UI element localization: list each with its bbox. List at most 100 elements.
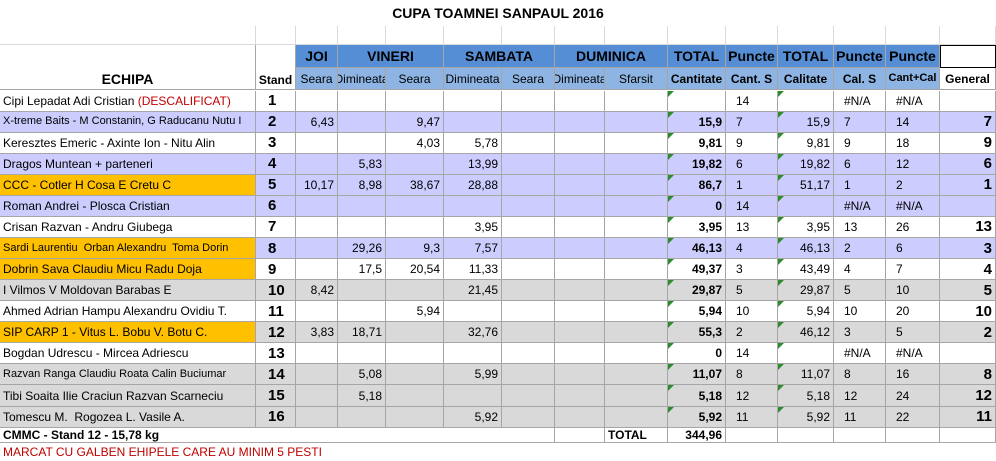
team-name: Bogdan Udrescu - Mircea Adriescu <box>3 346 189 361</box>
team-cell: Tomescu M. Rogozea L. Vasile A. <box>0 406 256 428</box>
value-cell <box>502 385 555 407</box>
value-cell: 46,13 <box>778 237 834 260</box>
value-cell <box>555 153 605 175</box>
value-cell: 1 <box>834 174 886 196</box>
value-cell: 5,92 <box>778 406 834 428</box>
value-cell: 11,33 <box>444 259 502 281</box>
value-cell: 3 <box>940 237 996 260</box>
value-cell <box>296 195 338 217</box>
value-cell: 6 <box>940 153 996 175</box>
team-name: X-treme Baits - M Constanin, G Raducanu … <box>3 115 242 128</box>
value-cell <box>444 195 502 217</box>
value-cell: 21,45 <box>444 280 502 302</box>
empty-cell <box>834 427 886 443</box>
header-column: Cant+Cal <box>886 68 940 90</box>
value-cell: 6,43 <box>296 111 338 133</box>
value-cell: #N/A <box>834 195 886 217</box>
value-cell <box>605 385 668 407</box>
value-cell: 12 <box>834 385 886 407</box>
value-cell <box>555 237 605 260</box>
value-cell: 17,5 <box>338 259 386 281</box>
value-cell: 11 <box>834 406 886 428</box>
value-cell: 20,54 <box>386 259 444 281</box>
value-cell <box>386 195 444 217</box>
value-cell <box>502 406 555 428</box>
value-cell <box>296 406 338 428</box>
header-column: Cantitate <box>668 68 726 90</box>
team-name: Keresztes Emeric - Axinte Ion - Nitu Ali… <box>3 135 216 150</box>
value-cell: 16 <box>886 364 940 386</box>
value-cell: 2 <box>726 322 778 344</box>
stand-cell: 4 <box>256 153 296 175</box>
value-cell <box>502 280 555 302</box>
stand-cell: 5 <box>256 174 296 196</box>
value-cell <box>502 216 555 238</box>
value-cell <box>555 385 605 407</box>
value-cell: 11,07 <box>778 364 834 386</box>
value-cell: 7,57 <box>444 237 502 260</box>
team-cell: Bogdan Udrescu - Mircea Adriescu <box>0 343 256 365</box>
highlight-note: MARCAT CU GALBEN EHIPELE CARE AU MINIM 5… <box>3 444 322 459</box>
value-cell <box>386 406 444 428</box>
value-cell <box>338 280 386 302</box>
empty-cell <box>296 26 338 45</box>
value-cell <box>605 364 668 386</box>
stand-cell: 9 <box>256 259 296 281</box>
value-cell: 10,17 <box>296 174 338 196</box>
value-cell: 19,82 <box>778 153 834 175</box>
value-cell <box>296 132 338 154</box>
value-cell <box>605 343 668 365</box>
empty-cell <box>444 26 502 45</box>
value-cell: 12 <box>886 153 940 175</box>
value-cell: 5 <box>726 280 778 302</box>
value-cell: 32,76 <box>444 322 502 344</box>
value-cell <box>386 153 444 175</box>
value-cell: 6 <box>834 153 886 175</box>
value-cell <box>296 343 338 365</box>
empty-cell <box>668 26 726 45</box>
value-cell <box>668 90 726 112</box>
value-cell: 5,94 <box>778 301 834 323</box>
value-cell <box>605 174 668 196</box>
value-cell <box>605 216 668 238</box>
value-cell: 5,92 <box>444 406 502 428</box>
team-name: CCC - Cotler H Cosa E Cretu C <box>3 177 172 192</box>
empty-cell <box>940 26 996 45</box>
value-cell <box>296 153 338 175</box>
value-cell <box>555 195 605 217</box>
value-cell <box>605 132 668 154</box>
team-cell: Cipi Lepadat Adi Cristian (DESCALIFICAT) <box>0 90 256 112</box>
value-cell <box>338 111 386 133</box>
stand-cell: 3 <box>256 132 296 154</box>
value-cell: #N/A <box>834 343 886 365</box>
empty-cell <box>605 26 668 45</box>
record-note: CMMC - Stand 12 - 15,78 kg <box>0 427 555 443</box>
team-name: Sardi Laurentiu Orban Alexandru Toma Dor… <box>3 241 229 254</box>
value-cell: 13 <box>726 216 778 238</box>
value-cell: 3,95 <box>444 216 502 238</box>
value-cell <box>605 237 668 260</box>
value-cell: 11 <box>940 406 996 428</box>
value-cell <box>296 364 338 386</box>
header-column: Dimineata <box>338 68 386 90</box>
value-cell: 10 <box>886 280 940 302</box>
team-name: Razvan Ranga Claudiu Roata Calin Buciuma… <box>3 367 227 380</box>
value-cell <box>555 111 605 133</box>
team-cell: I Vilmos V Moldovan Barabas E <box>0 280 256 302</box>
value-cell: 46,12 <box>778 322 834 344</box>
stand-cell: 8 <box>256 237 296 260</box>
value-cell: 3,95 <box>778 216 834 238</box>
value-cell <box>386 364 444 386</box>
team-name: Dragos Muntean + parteneri <box>3 156 153 171</box>
team-name: SIP CARP 1 - Vitus L. Bobu V. Botu C. <box>3 325 208 340</box>
value-cell <box>555 174 605 196</box>
value-cell: 5 <box>886 322 940 344</box>
stand-cell: 7 <box>256 216 296 238</box>
value-cell <box>502 111 555 133</box>
team-name: Crisan Razvan - Andru Giubega <box>3 219 173 234</box>
value-cell: 9,81 <box>778 132 834 154</box>
header-group: TOTAL <box>778 45 834 68</box>
team-cell: Ahmed Adrian Hampu Alexandru Ovidiu T. <box>0 301 256 323</box>
value-cell: 5,94 <box>668 301 726 323</box>
